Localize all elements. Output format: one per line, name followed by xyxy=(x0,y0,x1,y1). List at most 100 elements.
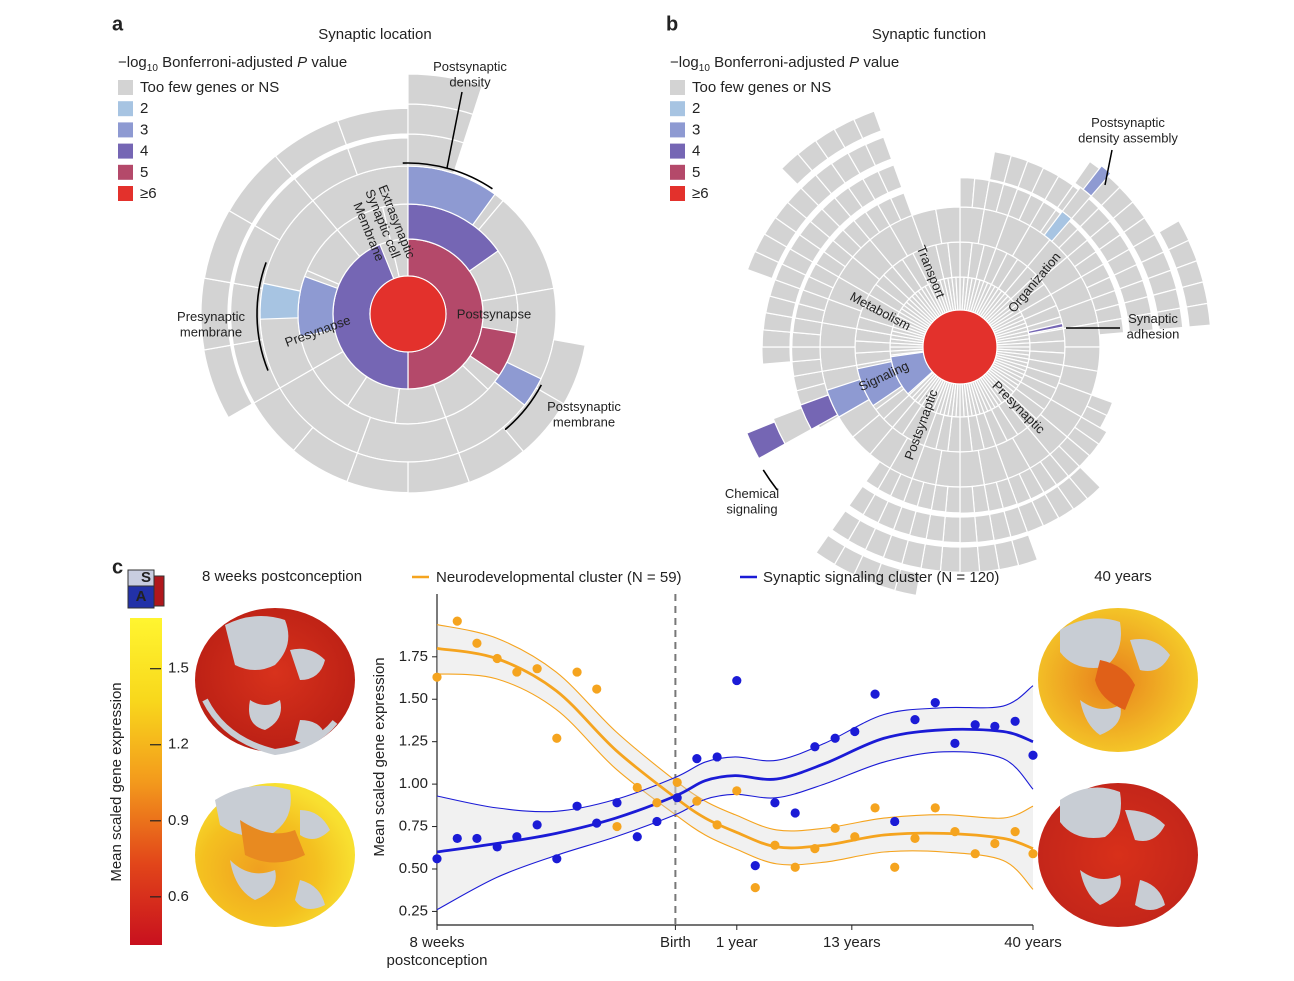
data-point xyxy=(990,838,1000,849)
sunburst-segment xyxy=(1185,302,1212,328)
legend-label: Too few genes or NS xyxy=(140,79,279,96)
legend-title-part: P xyxy=(297,54,307,71)
data-point xyxy=(790,862,800,872)
data-point xyxy=(712,752,722,762)
data-point xyxy=(850,832,860,842)
data-point xyxy=(910,715,920,725)
sunburst-segment xyxy=(848,485,876,516)
data-point xyxy=(572,667,582,677)
chart-title: Synaptic location xyxy=(318,26,431,43)
legend-title-part: −log xyxy=(670,54,699,71)
legend-swatch xyxy=(670,80,685,95)
sunburst-segment xyxy=(934,206,961,245)
data-point xyxy=(692,796,702,806)
data-point xyxy=(870,803,880,813)
x-tick-label: 1 year xyxy=(716,934,758,951)
data-point xyxy=(532,820,542,830)
legend-label: 3 xyxy=(692,121,700,138)
sunburst-segment xyxy=(889,192,913,221)
y-tick-label: 1.50 xyxy=(399,690,428,707)
data-point xyxy=(810,844,820,854)
legend-label: 4 xyxy=(140,143,148,160)
data-point xyxy=(1028,750,1038,760)
y-tick-label: 0.50 xyxy=(399,860,428,877)
legend-swatch xyxy=(670,122,685,138)
y-tick-label: 0.75 xyxy=(399,818,428,835)
sunburst-segment xyxy=(1082,164,1112,197)
annotation-bracket xyxy=(762,469,778,491)
sunburst-segment xyxy=(469,326,518,377)
data-point xyxy=(572,801,582,811)
leader-line xyxy=(446,91,463,169)
data-point xyxy=(452,833,462,844)
data-point xyxy=(790,808,800,818)
confidence-band xyxy=(437,685,1033,910)
sunburst-segment xyxy=(356,416,460,463)
fit-line xyxy=(436,646,1034,850)
legend-label: 5 xyxy=(140,164,148,181)
data-point xyxy=(732,786,742,796)
sunburst-segment xyxy=(959,485,976,514)
sunburst-segment xyxy=(297,275,339,338)
data-point xyxy=(890,816,900,827)
data-point xyxy=(950,738,960,748)
data-point xyxy=(532,664,542,674)
colorbar-label: Mean scaled gene expression xyxy=(108,682,125,881)
sunburst-segment xyxy=(831,509,861,542)
legend-label: 5 xyxy=(692,164,700,181)
leader-line xyxy=(1104,149,1113,186)
x-tick-label: 13 years xyxy=(823,934,881,951)
sunburst-segment xyxy=(1126,312,1154,333)
data-point xyxy=(512,667,522,677)
legend-swatch xyxy=(118,101,133,117)
data-point xyxy=(612,821,622,832)
data-point xyxy=(452,616,462,626)
colorbar-tick-label: 1.5 xyxy=(168,660,189,677)
legend-title-part: −log xyxy=(118,54,147,71)
sunburst-segment xyxy=(942,515,961,544)
data-point xyxy=(810,742,820,752)
x-tick-label: 40 years xyxy=(1004,934,1062,951)
legend-swatch xyxy=(118,164,133,180)
panel-label: b xyxy=(666,13,678,35)
annotation: Synaptic adhesion xyxy=(1127,311,1180,342)
legend-title-part: 10 xyxy=(699,63,711,74)
data-point xyxy=(612,798,622,808)
sunburst-segment xyxy=(877,164,903,194)
data-point xyxy=(432,854,442,864)
data-point xyxy=(890,862,900,872)
legend-title-part: P xyxy=(849,54,859,71)
annotation: Postsynaptic density assembly xyxy=(1078,115,1178,146)
data-point xyxy=(652,798,662,808)
legend-title-part: value xyxy=(307,54,347,71)
data-point xyxy=(732,675,742,686)
y-tick-label: 1.25 xyxy=(399,733,428,750)
data-point xyxy=(592,818,602,828)
y-tick-label: 1.00 xyxy=(399,775,428,792)
x-tick-label: Birth xyxy=(660,934,691,951)
data-point xyxy=(770,840,780,850)
legend-label: ≥6 xyxy=(140,185,157,202)
band-edge xyxy=(436,673,1034,890)
legend-title-part: Bonferroni-adjusted xyxy=(710,54,849,71)
legend-label: 2 xyxy=(692,100,700,117)
data-point xyxy=(692,754,702,764)
data-point xyxy=(1028,849,1038,859)
band-edge xyxy=(436,624,1034,832)
brain-40-years-top xyxy=(1038,608,1198,752)
legend-swatch xyxy=(118,143,133,159)
cube-letter: A xyxy=(136,588,147,605)
brain-label: 40 years xyxy=(1094,568,1152,585)
legend-label: Neurodevelopmental cluster (N = 59) xyxy=(436,569,682,586)
sunburst-center xyxy=(369,275,447,353)
sunburst-segment xyxy=(745,421,786,460)
legend-title-part: 10 xyxy=(147,63,159,74)
sunburst-segment xyxy=(959,515,978,544)
colorbar-tick-label: 1.2 xyxy=(168,736,189,753)
sunburst-segment xyxy=(1156,307,1184,331)
data-point xyxy=(830,733,840,743)
data-point xyxy=(512,832,522,842)
data-point xyxy=(432,672,442,682)
panel-label: c xyxy=(112,556,123,578)
